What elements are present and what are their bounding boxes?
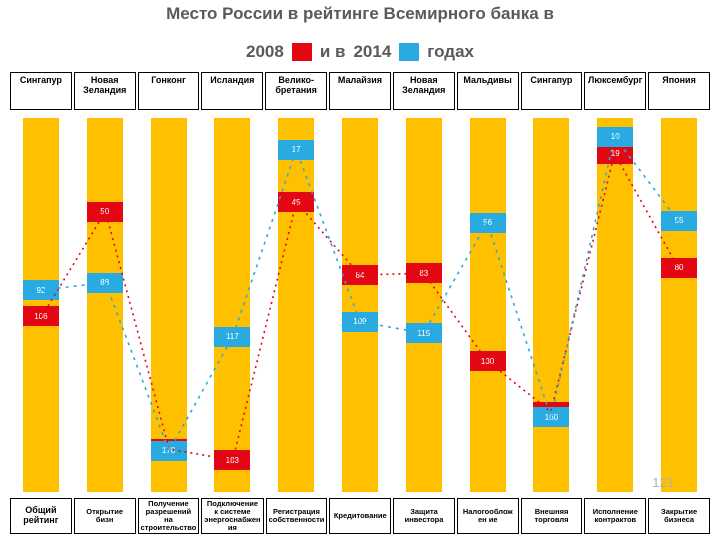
value-marker-blue: 10 [597,127,633,147]
chart-column: 45 17 [265,118,327,492]
value-marker-blue: 178 [151,441,187,461]
chart-column: 1910 [584,118,646,492]
chart-column: 10692 [10,118,72,492]
chart-column: 50 88 [74,118,136,492]
bar: 45 17 [278,118,314,492]
value-marker-blue: 117 [214,327,250,347]
value-marker-red: 83 [406,263,442,283]
bar: 83 115 [406,118,442,492]
bar: 80 55 [661,118,697,492]
page-number: 121 [652,475,674,490]
value-marker-blue: 88 [87,273,123,293]
value-marker-red: 130 [470,351,506,371]
chart-column: 157160 [521,118,583,492]
footer-cell: Налогооблож ен ие [457,498,519,534]
header-row: СингапурНовая ЗеландияГонконгИсландияВел… [10,72,710,110]
swatch-blue [399,43,419,61]
bar: 1910 [597,118,633,492]
footer-cell: Закрытие бизнеса [648,498,710,534]
header-cell: Сингапур [521,72,583,110]
chart-title: Место России в рейтинге Всемирного банка… [0,0,720,24]
subtitle-mid: и в [320,42,346,62]
footer-cell: Внешняя торговля [521,498,583,534]
header-cell: Мальдивы [457,72,519,110]
value-marker-red: 183 [214,450,250,470]
bar: 177178 [151,118,187,492]
swatch-red [292,43,312,61]
subtitle-tail: годах [427,42,474,62]
bar: 130 56 [470,118,506,492]
footer-cell: Исполнение контрактов [584,498,646,534]
header-cell: Сингапур [10,72,72,110]
footer-row: Общий рейтингОткрытие бизнПолучение разр… [10,498,710,534]
year-2008: 2008 [246,42,284,62]
year-2014: 2014 [353,42,391,62]
bar: 10692 [23,118,59,492]
footer-cell: Защита инвестора [393,498,455,534]
value-marker-blue: 92 [23,280,59,300]
header-cell: Новая Зеландия [74,72,136,110]
footer-cell: Получение разрешений на строительство [138,498,200,534]
footer-cell: Подключение к системе энергоснабжен ия [201,498,263,534]
chart-area: 1069250881771781831174517841098311513056… [10,118,710,492]
value-marker-red: 84 [342,265,378,285]
header-cell: Исландия [201,72,263,110]
bar: 50 88 [87,118,123,492]
value-marker-blue: 160 [533,407,569,427]
bar: 157160 [533,118,569,492]
value-marker-red: 45 [278,192,314,212]
footer-cell: Открытие бизн [74,498,136,534]
header-cell: Велико-бретания [265,72,327,110]
value-marker-blue: 55 [661,211,697,231]
value-marker-red: 106 [23,306,59,326]
chart-subtitle: 2008 и в 2014 годах [0,42,720,62]
value-marker-blue: 56 [470,213,506,233]
chart-column: 183 117 [201,118,263,492]
value-marker-blue: 17 [278,140,314,160]
chart-column: 80 55 [648,118,710,492]
chart-column: 177178 [138,118,200,492]
footer-cell: Кредитование [329,498,391,534]
footer-cell: Общий рейтинг [10,498,72,534]
value-marker-red: 80 [661,258,697,278]
header-cell: Малайзия [329,72,391,110]
chart-column: 83 115 [393,118,455,492]
header-cell: Гонконг [138,72,200,110]
value-marker-blue: 109 [342,312,378,332]
chart-column: 130 56 [457,118,519,492]
value-marker-blue: 115 [406,323,442,343]
bar: 183 117 [214,118,250,492]
header-cell: Япония [648,72,710,110]
value-marker-red: 50 [87,202,123,222]
footer-cell: Регистрация собственности [266,498,328,534]
header-cell: Новая Зеландия [393,72,455,110]
bar: 84 109 [342,118,378,492]
chart-column: 84 109 [329,118,391,492]
header-cell: Люксембург [584,72,646,110]
